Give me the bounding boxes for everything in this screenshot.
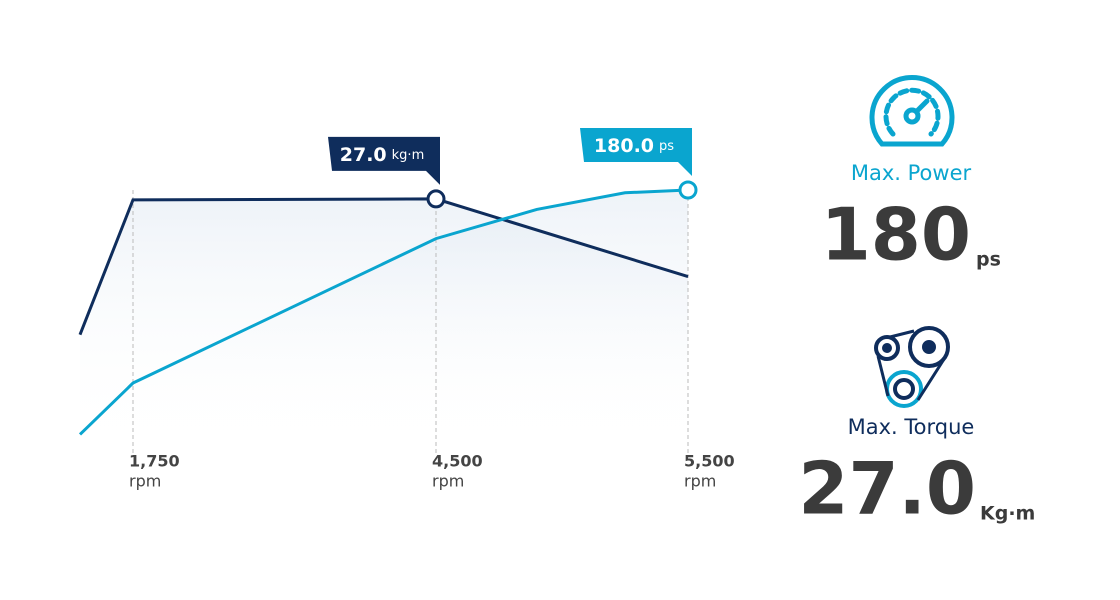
x-tick-label: 4,500 xyxy=(432,452,483,471)
callout-label: 180.0 ps xyxy=(594,135,674,157)
x-tick-label: 5,500 xyxy=(684,452,735,471)
x-axis-label: rpm xyxy=(684,472,716,491)
power-title: Max. Power xyxy=(851,161,972,185)
belt-icon xyxy=(874,326,950,408)
torque-unit: Kg·m xyxy=(980,503,1035,525)
line xyxy=(78,197,689,336)
callout-box xyxy=(328,136,440,185)
peak-value: 180.0 xyxy=(594,135,654,157)
line xyxy=(78,188,689,436)
speedometer-icon xyxy=(869,75,955,147)
x-axis-label: rpm xyxy=(432,472,464,491)
callout-box xyxy=(580,128,692,176)
torque-title: Max. Torque xyxy=(848,415,975,439)
peak-unit: ps xyxy=(659,139,674,154)
peak-unit: kg·m xyxy=(392,147,425,162)
power-value: 180 xyxy=(821,193,971,277)
callout-label: 27.0 kg·m xyxy=(340,143,424,165)
power-unit: ps xyxy=(976,249,1001,271)
area-fill xyxy=(80,198,688,440)
peak-marker xyxy=(678,180,698,200)
torque-value: 27.0 xyxy=(798,447,976,531)
x-axis-label: rpm xyxy=(129,472,161,491)
peak-marker xyxy=(426,189,446,209)
peak-value: 27.0 xyxy=(340,143,387,165)
x-tick-label: 1,750 xyxy=(129,452,180,471)
